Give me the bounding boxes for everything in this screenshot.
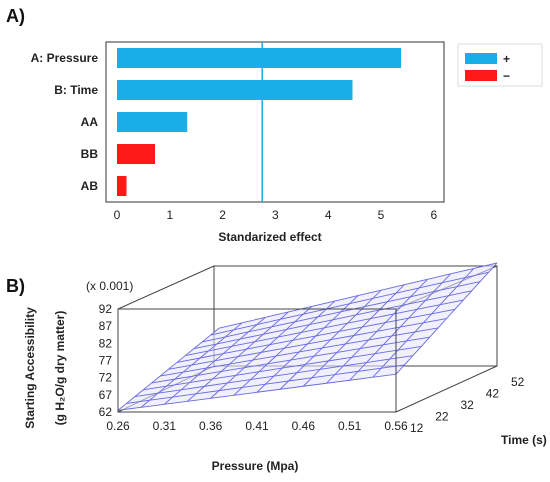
- panel-a: A) A: Pressure B: Time AA BB AB 0 1 2 3 …: [6, 6, 543, 244]
- z-tick-label: 87: [99, 319, 113, 333]
- legend-label-negative: −: [503, 69, 510, 83]
- time-tick-label: 52: [511, 375, 525, 389]
- mesh-line: [117, 373, 397, 411]
- mesh-line: [126, 364, 405, 404]
- x-axis-ticks-pressure: 0.26 0.31 0.36 0.41 0.46 0.51 0.56: [106, 419, 408, 433]
- z-axis-title-line1: Starting Accessibility: [23, 307, 37, 429]
- x-axis-title: Standarized effect: [218, 230, 321, 244]
- category-label: AB: [81, 179, 99, 193]
- panel-a-label: A): [6, 6, 25, 26]
- mesh-line: [160, 327, 439, 377]
- z-axis-title-line2: (g H₂O/g dry matter): [53, 311, 67, 426]
- mesh-line: [168, 318, 447, 370]
- category-label: A: Pressure: [31, 51, 99, 65]
- z-multiplier-label: (x 0.001): [86, 279, 133, 293]
- effect-bar: [117, 80, 353, 100]
- x-tick-label: 1: [166, 208, 173, 222]
- effect-bar: [117, 144, 156, 164]
- category-label: BB: [81, 147, 99, 161]
- z-tick-label: 92: [99, 302, 113, 316]
- effect-bar: [117, 48, 402, 68]
- pressure-tick-label: 0.46: [292, 419, 316, 433]
- mesh-line: [151, 336, 430, 384]
- response-surface-mesh: [117, 262, 498, 411]
- x-tick-label: 0: [114, 208, 121, 222]
- time-tick-label: 22: [435, 410, 449, 424]
- legend-label-positive: +: [503, 52, 510, 66]
- x-axis-ticks: 0 1 2 3 4 5 6: [114, 208, 438, 222]
- effect-bar: [117, 112, 188, 132]
- z-tick-label: 82: [99, 336, 113, 350]
- mesh-line: [210, 271, 489, 336]
- category-label: B: Time: [54, 83, 98, 97]
- z-tick-label: 62: [99, 405, 113, 419]
- pressure-axis-title: Pressure (Mpa): [212, 459, 299, 473]
- mesh-line: [143, 345, 422, 391]
- panel-b-label: B): [6, 276, 25, 296]
- legend: + −: [457, 43, 543, 87]
- pressure-tick-label: 0.36: [199, 419, 223, 433]
- z-tick-label: 72: [99, 371, 113, 385]
- legend-swatch-positive: [465, 53, 497, 64]
- pressure-tick-label: 0.41: [245, 419, 269, 433]
- time-tick-label: 42: [486, 387, 500, 401]
- x-tick-label: 3: [272, 208, 279, 222]
- mesh-line: [218, 262, 498, 329]
- category-label: AA: [81, 115, 99, 129]
- pressure-tick-label: 0.31: [153, 419, 177, 433]
- x-tick-label: 4: [325, 208, 332, 222]
- time-tick-label: 32: [461, 398, 475, 412]
- legend-swatch-negative: [465, 70, 497, 81]
- pressure-tick-label: 0.26: [106, 419, 130, 433]
- x-tick-label: 5: [378, 208, 385, 222]
- x-tick-label: 2: [219, 208, 226, 222]
- mesh-line: [185, 299, 464, 357]
- surface-fill: [118, 263, 497, 411]
- z-tick-label: 77: [99, 354, 113, 368]
- mesh-line: [176, 308, 456, 363]
- panel-b: B) (x 0.001) Starting Accessibility (g H…: [6, 262, 547, 473]
- mesh-line: [202, 281, 481, 343]
- y-axis-ticks-time: 12 22 32 42 52: [410, 375, 525, 435]
- pareto-bars: [117, 48, 402, 196]
- time-tick-label: 12: [410, 421, 424, 435]
- pressure-tick-label: 0.51: [338, 419, 362, 433]
- mesh-line: [193, 290, 472, 350]
- box-front: [117, 308, 397, 413]
- pressure-tick-label: 0.56: [384, 419, 408, 433]
- mesh-line: [134, 355, 413, 398]
- z-tick-label: 67: [99, 388, 113, 402]
- category-labels: A: Pressure B: Time AA BB AB: [31, 51, 99, 193]
- time-axis-title: Time (s): [501, 433, 547, 447]
- x-tick-label: 6: [430, 208, 437, 222]
- z-axis-ticks: 62 67 72 77 82 87 92: [99, 302, 113, 419]
- effect-bar: [117, 176, 127, 196]
